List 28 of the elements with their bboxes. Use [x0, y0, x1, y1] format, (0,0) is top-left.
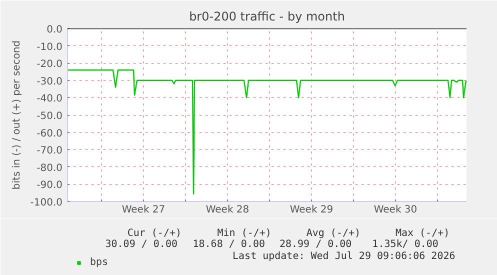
- y-tick-label: -40.0: [36, 94, 62, 105]
- text: 1.35k/ 0.00: [372, 239, 438, 250]
- y-tick-label: 0.0: [46, 24, 63, 36]
- text: Max (-/+): [395, 228, 450, 239]
- y-tick-label: -60.0: [36, 128, 62, 140]
- y-tick-label: -90.0: [36, 180, 62, 192]
- y-tick-label: -10.0: [36, 42, 62, 53]
- text: Last update: Wed Jul 29 09:06:06 2026: [232, 251, 456, 262]
- x-tick-label: Week 29: [290, 204, 334, 216]
- y-tick-label: -80.0: [36, 162, 62, 174]
- text: 30.09 / 0.00: [105, 239, 178, 250]
- x-tick-label: Week 30: [374, 204, 418, 216]
- y-axis-title: bits in (-) / out (+) per second: [11, 40, 22, 190]
- line-series: [68, 69, 466, 194]
- y-tick-label: -30.0: [36, 76, 62, 88]
- text: Min (-/+): [217, 228, 272, 239]
- y-tick-label: -100.0: [30, 198, 63, 208]
- text: 18.68 / 0.00: [192, 239, 265, 250]
- x-tick-label: Week 28: [206, 204, 250, 216]
- x-tick-label: Week 27: [122, 204, 166, 216]
- chart-title: br0-200 traffic - by month: [189, 10, 345, 24]
- text: 28.99 / 0.00: [279, 239, 352, 250]
- text: Cur (-/+): [127, 228, 182, 239]
- y-tick-label: -50.0: [36, 111, 62, 122]
- legend-label: bps: [90, 257, 110, 268]
- y-tick-label: -20.0: [36, 59, 62, 70]
- text: Avg (-/+): [306, 228, 361, 239]
- y-tick-label: -70.0: [36, 146, 62, 157]
